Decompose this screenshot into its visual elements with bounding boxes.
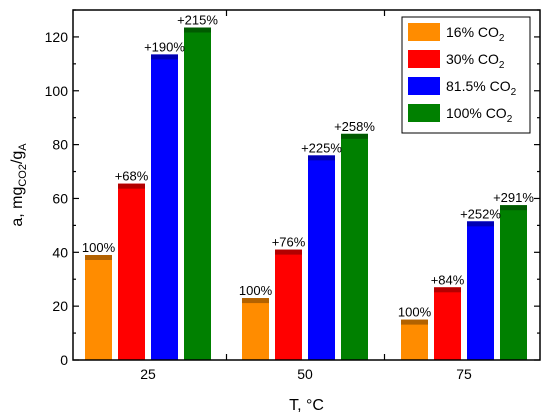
bar-cap (151, 54, 178, 60)
x-axis: 25 50 75 (140, 10, 472, 382)
data-label: 100% (239, 283, 273, 298)
data-label: +258% (334, 119, 375, 134)
legend-label-main: 100% CO (446, 105, 507, 121)
legend-label-subscript: 2 (499, 60, 505, 71)
bar-cap (341, 133, 368, 139)
data-label: 100% (82, 240, 116, 255)
y-tick-label: 20 (52, 298, 68, 314)
legend-swatch (408, 50, 440, 68)
bar-81-5-co2-75 (467, 221, 494, 360)
legend-label-main: 30% CO (446, 51, 499, 67)
bar-cap (85, 255, 112, 260)
legend-swatch (408, 77, 440, 95)
y-axis: 0 20 40 60 80 100 120 (45, 9, 540, 368)
y-tick-label: 120 (45, 29, 69, 45)
data-label: +291% (493, 190, 534, 205)
bar-cap (467, 221, 494, 227)
bar-100-co2-25 (184, 27, 211, 360)
y-axis-title-sub2: A (17, 143, 29, 151)
bar-30-co2-50 (275, 249, 302, 360)
legend-label: 81.5% CO2 (446, 78, 517, 98)
legend-label: 100% CO2 (446, 105, 513, 125)
data-label: +190% (144, 39, 185, 54)
data-label: +68% (115, 169, 149, 184)
legend-label: 16% CO2 (446, 24, 505, 44)
bar-30-co2-25 (118, 183, 145, 360)
x-tick-label: 50 (297, 366, 313, 382)
x-tick-label: 75 (456, 366, 472, 382)
bar-cap (500, 205, 527, 211)
bar-cap (118, 183, 145, 189)
x-tick-label: 25 (140, 366, 156, 382)
data-label: +252% (460, 206, 501, 221)
x-axis-title: T, °C (289, 397, 324, 414)
legend-label-subscript: 2 (507, 114, 513, 125)
bar-cap (434, 287, 461, 293)
y-tick-label: 0 (60, 352, 68, 368)
bar-cap (242, 298, 269, 304)
y-axis-title-sub1: CO2 (17, 164, 29, 187)
bar-30-co2-75 (434, 287, 461, 360)
legend-label-main: 16% CO (446, 24, 499, 40)
bar-16-co2-75 (401, 319, 428, 360)
data-label: 100% (398, 305, 432, 320)
bar-cap (308, 155, 335, 161)
y-axis-title-mid: /g (9, 151, 26, 164)
data-label: +215% (177, 13, 218, 28)
bars-group (85, 27, 527, 361)
bar-cap (275, 249, 302, 255)
legend-label-subscript: 2 (511, 87, 517, 98)
data-label: +76% (272, 235, 306, 250)
bar-16-co2-25 (85, 255, 112, 360)
bar-100-co2-50 (341, 133, 368, 360)
y-tick-label: 60 (52, 190, 68, 206)
data-label: +84% (431, 272, 465, 287)
bar-16-co2-50 (242, 298, 269, 360)
legend-label: 30% CO2 (446, 51, 505, 71)
plot-frame (72, 9, 541, 361)
bar-cap (184, 27, 211, 33)
bar-81-5-co2-25 (151, 54, 178, 361)
y-tick-label: 40 (52, 244, 68, 260)
legend-label-subscript: 2 (499, 33, 505, 44)
legend-swatch (408, 104, 440, 122)
y-tick-label: 100 (45, 83, 69, 99)
legend-swatch (408, 23, 440, 41)
bar-100-co2-75 (500, 205, 527, 360)
y-axis-title: a, mgCO2/gA (9, 143, 29, 227)
y-tick-label: 80 (52, 137, 68, 153)
data-labels-group: 100%100%100%+68%+76%+84%+190%+225%+252%+… (82, 13, 534, 320)
bar-cap (401, 319, 428, 325)
y-axis-title-main: a, mg (9, 187, 26, 227)
bar-81-5-co2-50 (308, 155, 335, 360)
legend-label-main: 81.5% CO (446, 78, 511, 94)
data-label: +225% (301, 140, 342, 155)
